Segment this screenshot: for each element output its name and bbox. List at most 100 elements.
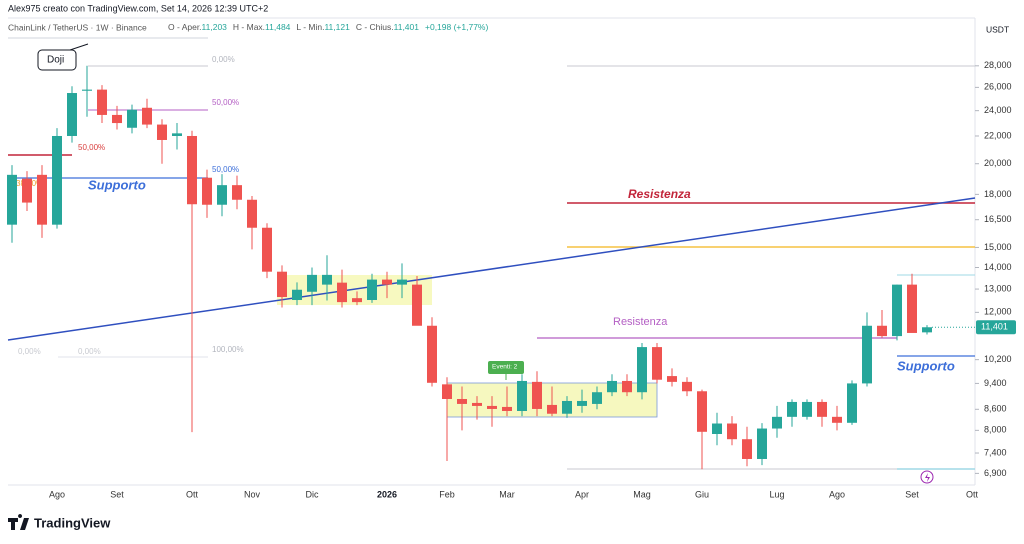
fib-label: 0,00% <box>18 347 41 356</box>
y-tick-label: 18,000 <box>984 189 1012 199</box>
y-tick-label: 10,200 <box>984 354 1012 364</box>
candle-body <box>22 178 32 203</box>
last-price-tag <box>976 320 1016 335</box>
x-tick-label: Feb <box>439 489 455 499</box>
candle-body <box>67 93 77 136</box>
fib-label: 0,00% <box>212 55 235 64</box>
annotation: Resistenza <box>628 187 691 201</box>
annotation: Supporto <box>897 358 955 373</box>
fib-label: 50,00% <box>78 143 105 152</box>
candle-body <box>847 383 857 423</box>
candle-body <box>712 423 722 435</box>
candle-body <box>517 380 527 411</box>
x-tick-label: 2026 <box>377 489 397 499</box>
x-tick-label: Set <box>110 489 124 499</box>
y-tick-label: 9,400 <box>984 378 1007 388</box>
candle-body <box>232 185 242 200</box>
x-tick-label: Ago <box>829 489 845 499</box>
candle-body <box>172 133 182 136</box>
annotation: Doji <box>47 55 64 66</box>
y-tick-label: 20,000 <box>984 158 1012 168</box>
y-tick-label: 13,000 <box>984 283 1012 293</box>
candle-body <box>652 347 662 380</box>
symbol-title: ChainLink / TetherUS · 1W · Binance <box>8 22 147 32</box>
candle-body <box>7 174 17 225</box>
legend-label: C - Chius. <box>356 22 394 32</box>
candle-body <box>352 298 362 303</box>
candle-body <box>82 89 92 91</box>
x-tick-label: Mar <box>499 489 515 499</box>
x-tick-label: Ott <box>966 489 979 499</box>
callout-box <box>37 43 89 71</box>
candle-body <box>832 416 842 423</box>
x-tick-label: Apr <box>575 489 589 499</box>
candle-body <box>667 376 677 382</box>
legend-label: H - Max. <box>233 22 265 32</box>
y-tick-label: 28,000 <box>984 60 1012 70</box>
candle-body <box>547 404 557 414</box>
fib-label: 0,00% <box>78 347 101 356</box>
y-tick-label: 6,900 <box>984 468 1007 478</box>
candle-body <box>52 135 62 225</box>
candle-body <box>142 107 152 125</box>
y-tick-label: 8,000 <box>984 425 1007 435</box>
candle-body <box>802 401 812 417</box>
x-tick-label: Set <box>905 489 919 499</box>
event-icon-bolt <box>925 473 930 482</box>
ohlc-legend: O - Aper.11,203 H - Max.11,484 L - Min.11,… <box>168 22 488 32</box>
last-price-label: 11,401 <box>981 322 1008 332</box>
candle-body <box>487 405 497 409</box>
candle-body <box>472 402 482 406</box>
currency: USDT <box>986 24 1009 34</box>
candle-body <box>682 381 692 392</box>
credit: Alex975 creato con TradingView.com, Set … <box>8 3 268 13</box>
x-tick-label: Giu <box>695 489 709 499</box>
x-tick-label: Nov <box>244 489 261 499</box>
candle-body <box>397 279 407 285</box>
candle-body <box>337 282 347 303</box>
candle-body <box>787 401 797 417</box>
candle-body <box>727 423 737 440</box>
candle-body <box>697 391 707 432</box>
legend-value: 11,401 <box>394 22 420 32</box>
legend-value: 11,484 <box>265 22 291 32</box>
candle-body <box>247 199 257 228</box>
candle-body <box>862 325 872 384</box>
candle-body <box>772 416 782 429</box>
candle-body <box>37 174 47 225</box>
candle-body <box>637 347 647 393</box>
candle-body <box>607 380 617 393</box>
candle-body <box>112 114 122 124</box>
legend-value: 11,121 <box>324 22 350 32</box>
candle-body <box>442 384 452 399</box>
candle-body <box>907 284 917 333</box>
candle-body <box>577 400 587 406</box>
x-tick-label: Lug <box>769 489 784 499</box>
y-tick-label: 12,000 <box>984 307 1012 317</box>
candle-body <box>532 381 542 409</box>
x-tick-label: Ott <box>186 489 199 499</box>
candle-body <box>892 284 902 337</box>
y-tick-label: 8,600 <box>984 404 1007 414</box>
candle-body <box>757 428 767 459</box>
candle-body <box>382 279 392 285</box>
annotation: Eventi: 2 <box>492 364 518 371</box>
annotation: Supporto <box>88 177 146 192</box>
candle-body <box>457 398 467 404</box>
candle-body <box>502 406 512 411</box>
candle-body <box>622 380 632 393</box>
event-badge[interactable] <box>488 361 524 374</box>
annotation: Resistenza <box>613 316 668 328</box>
event-icon[interactable] <box>920 470 934 484</box>
candle-body <box>277 271 287 298</box>
candle-body <box>427 325 437 383</box>
candle-body <box>127 109 137 128</box>
candle-body <box>412 284 422 326</box>
legend-label: O - Aper. <box>168 22 202 32</box>
candle-body <box>367 279 377 301</box>
candle-body <box>592 392 602 404</box>
y-tick-label: 22,000 <box>984 130 1012 140</box>
candle-body <box>292 289 302 301</box>
candle-body <box>562 400 572 414</box>
candle-body <box>922 327 932 333</box>
